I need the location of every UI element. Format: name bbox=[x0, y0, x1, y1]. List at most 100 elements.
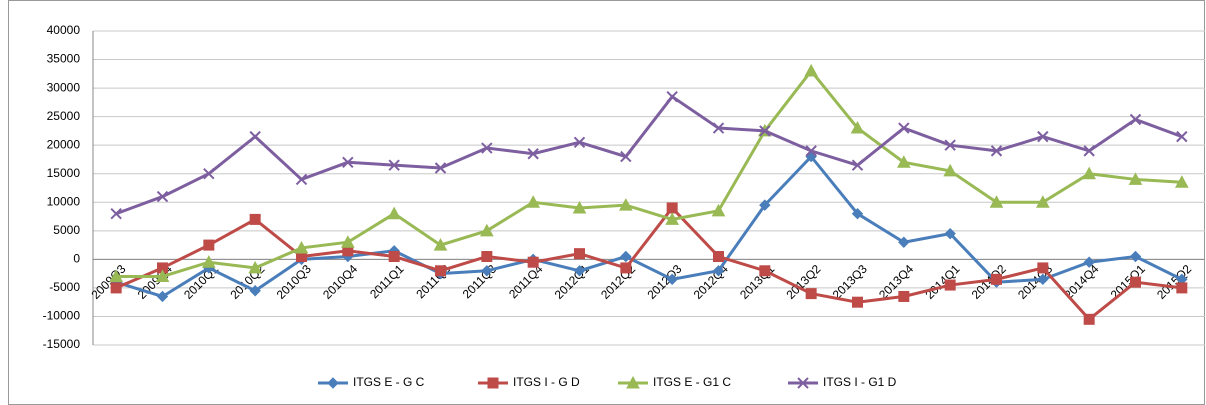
marker bbox=[481, 142, 493, 154]
marker bbox=[1083, 313, 1095, 325]
marker bbox=[712, 265, 725, 277]
marker bbox=[1037, 130, 1049, 143]
marker bbox=[1082, 166, 1097, 180]
marker bbox=[110, 207, 122, 220]
marker bbox=[156, 290, 169, 303]
marker bbox=[487, 377, 499, 389]
marker bbox=[203, 239, 215, 251]
x-tick-label: 2012Q2 bbox=[598, 262, 638, 302]
marker bbox=[759, 265, 771, 277]
marker bbox=[850, 121, 865, 134]
y-tick-label: 25000 bbox=[47, 109, 81, 123]
x-tick-label: 2011Q4 bbox=[506, 262, 546, 302]
marker bbox=[943, 163, 958, 177]
marker bbox=[666, 202, 678, 214]
marker bbox=[435, 265, 446, 277]
marker bbox=[991, 273, 1002, 285]
marker bbox=[666, 273, 678, 286]
y-tick-label: 15000 bbox=[47, 166, 81, 180]
marker bbox=[434, 162, 447, 174]
marker bbox=[1128, 172, 1143, 185]
marker bbox=[618, 198, 633, 211]
marker bbox=[387, 206, 402, 220]
marker bbox=[573, 136, 586, 149]
marker bbox=[944, 139, 956, 151]
marker bbox=[1129, 250, 1142, 263]
marker bbox=[990, 145, 1003, 157]
marker bbox=[481, 265, 493, 277]
marker bbox=[711, 203, 726, 217]
marker bbox=[851, 159, 864, 171]
marker bbox=[1083, 256, 1095, 268]
series-line bbox=[115, 205, 1183, 322]
marker bbox=[1035, 195, 1050, 208]
marker bbox=[249, 130, 261, 143]
marker bbox=[626, 375, 640, 389]
marker bbox=[898, 290, 910, 302]
y-tick-label: 35000 bbox=[47, 52, 81, 66]
marker bbox=[1130, 276, 1141, 288]
marker bbox=[898, 236, 910, 248]
marker bbox=[852, 296, 863, 308]
legend-label: ITGS I - G D bbox=[513, 375, 580, 389]
marker bbox=[797, 377, 809, 389]
marker bbox=[109, 269, 124, 282]
marker bbox=[620, 150, 632, 163]
marker bbox=[1174, 175, 1189, 188]
marker bbox=[620, 262, 632, 274]
marker bbox=[527, 148, 539, 160]
y-tick-label: 40000 bbox=[47, 23, 81, 37]
legend-label: ITGS I - G1 D bbox=[823, 375, 897, 389]
y-tick-label: 5000 bbox=[53, 223, 80, 237]
marker bbox=[944, 227, 956, 240]
marker bbox=[851, 207, 864, 220]
marker bbox=[433, 238, 448, 251]
y-tick-label: -10000 bbox=[43, 309, 81, 323]
marker bbox=[572, 200, 587, 214]
marker bbox=[1176, 130, 1188, 143]
marker bbox=[805, 145, 817, 157]
marker bbox=[388, 251, 400, 263]
legend-label: ITGS E - G C bbox=[353, 375, 425, 389]
marker bbox=[248, 260, 263, 274]
marker bbox=[944, 279, 956, 291]
series bbox=[109, 63, 1189, 282]
marker bbox=[295, 173, 308, 186]
marker bbox=[666, 90, 678, 103]
marker bbox=[155, 269, 170, 282]
y-tick-label: 30000 bbox=[47, 80, 81, 94]
x-tick-label: 2013Q3 bbox=[830, 262, 870, 302]
marker bbox=[1083, 145, 1095, 157]
marker bbox=[620, 250, 632, 263]
marker bbox=[896, 155, 911, 168]
legend-label: ITGS E - G1 C bbox=[653, 375, 731, 389]
marker bbox=[713, 251, 724, 263]
marker bbox=[574, 248, 585, 260]
x-tick-label: 2014Q1 bbox=[922, 262, 962, 302]
marker bbox=[804, 63, 819, 77]
series bbox=[110, 90, 1188, 220]
marker bbox=[388, 159, 400, 171]
x-tick-label: 2010Q3 bbox=[274, 262, 314, 302]
marker bbox=[1176, 282, 1188, 294]
marker bbox=[712, 122, 725, 134]
marker bbox=[110, 282, 122, 294]
marker bbox=[527, 256, 539, 268]
marker bbox=[327, 377, 339, 389]
series-line bbox=[115, 94, 1183, 216]
series-line bbox=[115, 154, 1183, 299]
x-tick-label: 2011Q1 bbox=[367, 262, 407, 302]
marker bbox=[201, 255, 216, 268]
x-tick-label: 2011Q3 bbox=[460, 262, 500, 302]
marker bbox=[898, 122, 910, 134]
x-tick-label: 2010Q4 bbox=[320, 262, 360, 302]
y-tick-label: 10000 bbox=[47, 194, 81, 208]
marker bbox=[759, 199, 771, 211]
y-tick-label: -15000 bbox=[43, 337, 81, 351]
marker bbox=[526, 195, 541, 208]
y-tick-label: 20000 bbox=[47, 137, 81, 151]
marker bbox=[249, 213, 261, 225]
marker bbox=[481, 251, 493, 263]
marker bbox=[1037, 262, 1049, 274]
